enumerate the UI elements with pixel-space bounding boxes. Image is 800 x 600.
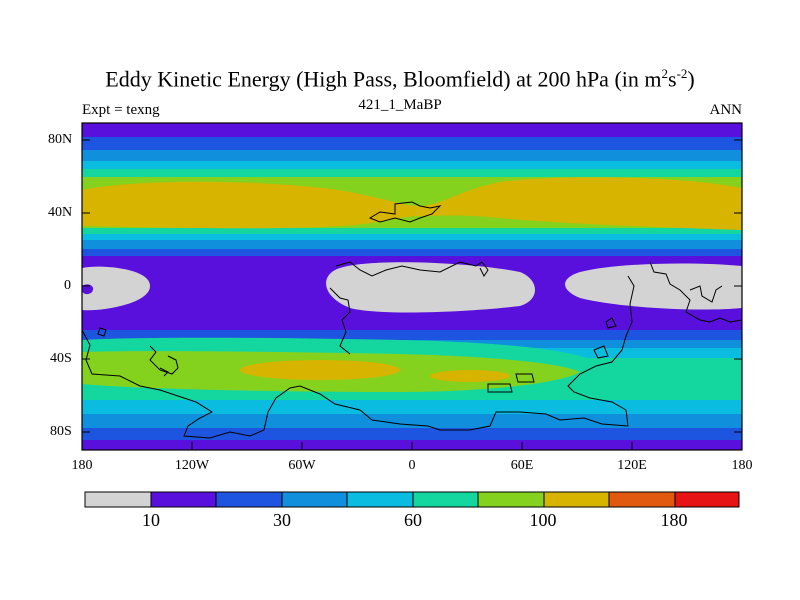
- lon-tick-label: 180: [731, 458, 753, 473]
- lon-tick-label: 120W: [174, 458, 210, 473]
- lat-tick-label: 40N: [48, 205, 73, 220]
- colorbar-label: 10: [142, 510, 160, 530]
- run-label: 421_1_MaBP: [358, 97, 442, 113]
- colorbar-label: 30: [273, 510, 291, 530]
- colorbar: [84, 491, 740, 508]
- lat-tick-label: 0: [64, 278, 71, 293]
- lat-tick-label: 80S: [50, 424, 72, 439]
- lon-tick-label: 60W: [288, 458, 316, 473]
- lat-tick-label: 80N: [48, 132, 73, 147]
- colorbar-label: 100: [529, 510, 557, 530]
- lon-tick-label: 60E: [510, 458, 534, 473]
- axis-ticks: [81, 139, 743, 450]
- lon-tick-label: 120E: [617, 458, 647, 473]
- season-label: ANN: [709, 102, 743, 118]
- lon-tick-label: 180: [71, 458, 93, 473]
- ekE-contour-field: [82, 123, 742, 450]
- colorbar-label: 60: [404, 510, 422, 530]
- lon-tick-label: 0: [408, 458, 416, 473]
- lat-tick-label: 40S: [50, 351, 72, 366]
- colorbar-label: 180: [660, 510, 688, 530]
- experiment-label: Expt = texng: [82, 102, 160, 118]
- continent-outlines: [82, 201, 742, 439]
- chart-title: Eddy Kinetic Energy (High Pass, Bloomfie…: [105, 66, 695, 92]
